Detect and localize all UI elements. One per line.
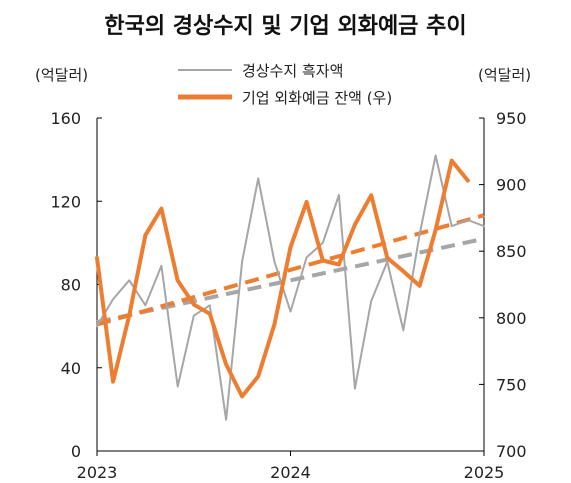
series-line-fx-deposits [95, 158, 470, 399]
x-tick-label: 2025 [464, 463, 505, 482]
right-tick-label: 950 [496, 109, 527, 128]
left-tick-label: 120 [50, 192, 81, 211]
left-tick-label: 40 [61, 359, 81, 378]
right-axis-unit: (억달러) [478, 66, 531, 84]
series-line-current-account [96, 154, 485, 421]
right-tick-label: 800 [496, 309, 527, 328]
right-tick-label: 750 [496, 375, 527, 394]
legend-label: 경상수지 흑자액 [242, 62, 343, 80]
right-tick-label: 850 [496, 242, 527, 261]
legend-label: 기업 외화예금 잔액 (우) [242, 89, 392, 107]
left-tick-label: 80 [61, 276, 81, 295]
right-tick-label: 700 [496, 442, 527, 461]
x-tick-label: 2024 [270, 463, 311, 482]
left-tick-label: 160 [50, 109, 81, 128]
left-axis-unit: (억달러) [35, 66, 88, 84]
right-tick-label: 900 [496, 176, 527, 195]
chart-title: 한국의 경상수지 및 기업 외화예금 추이 [104, 14, 467, 39]
left-tick-label: 0 [71, 442, 81, 461]
x-tick-label: 2023 [77, 463, 118, 482]
